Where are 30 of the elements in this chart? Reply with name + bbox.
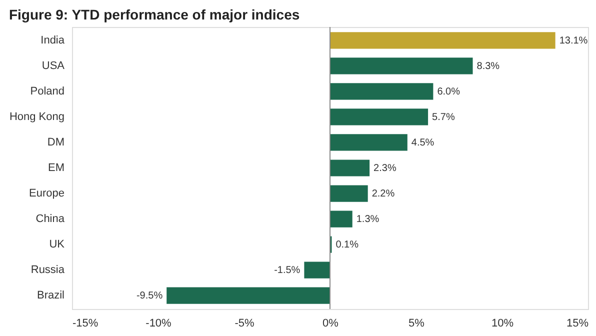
x-tick-label: -5% bbox=[234, 318, 254, 330]
data-label: 4.5% bbox=[411, 137, 434, 148]
data-label: 0.1% bbox=[336, 240, 359, 251]
y-tick-label: China bbox=[36, 213, 66, 226]
y-tick-label: USA bbox=[42, 60, 66, 72]
y-tick-label: Europe bbox=[29, 188, 64, 200]
data-label: -9.5% bbox=[136, 290, 163, 302]
y-tick-label: DM bbox=[47, 136, 64, 148]
data-label: 8.3% bbox=[476, 60, 500, 72]
x-tick-label: 10% bbox=[491, 318, 514, 330]
data-label: 13.1% bbox=[559, 35, 588, 46]
x-tick-label: 5% bbox=[408, 318, 425, 330]
y-tick-label: Hong Kong bbox=[9, 110, 64, 123]
data-label: 2.2% bbox=[372, 188, 395, 200]
x-tick-label: -15% bbox=[72, 318, 98, 330]
data-label: 5.7% bbox=[432, 112, 455, 123]
y-tick-label: Russia bbox=[30, 264, 66, 276]
y-tick-label: Brazil bbox=[36, 290, 64, 302]
x-tick-label: 0% bbox=[322, 318, 339, 330]
data-label: 1.3% bbox=[356, 214, 380, 226]
data-label: 6.0% bbox=[437, 86, 460, 98]
data-label: -1.5% bbox=[274, 265, 300, 276]
x-tick-label: 15% bbox=[566, 318, 589, 330]
data-label: 2.3% bbox=[374, 163, 396, 174]
y-tick-label: Poland bbox=[30, 85, 64, 98]
y-tick-label: UK bbox=[49, 238, 66, 251]
chart-title: Figure 9: YTD performance of major indices bbox=[8, 6, 300, 22]
y-tick-label: EM bbox=[48, 162, 64, 174]
x-tick-label: -10% bbox=[146, 318, 172, 330]
y-tick-label: India bbox=[40, 34, 66, 46]
